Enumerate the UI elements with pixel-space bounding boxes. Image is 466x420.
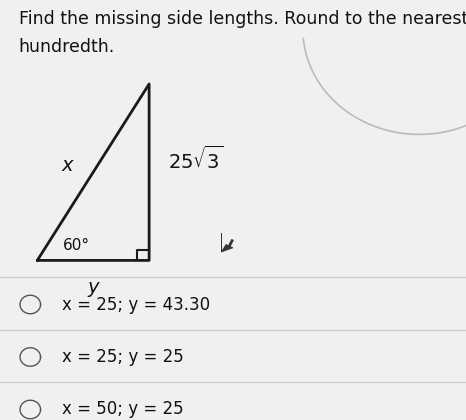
Text: hundredth.: hundredth. — [19, 38, 115, 56]
Text: y: y — [88, 278, 99, 297]
Text: x = 50; y = 25: x = 50; y = 25 — [62, 401, 183, 418]
Text: x = 25; y = 25: x = 25; y = 25 — [62, 348, 183, 366]
Text: x = 25; y = 43.30: x = 25; y = 43.30 — [62, 296, 210, 313]
Text: x: x — [62, 156, 73, 176]
Text: 60°: 60° — [63, 238, 90, 253]
Text: Find the missing side lengths. Round to the nearest: Find the missing side lengths. Round to … — [19, 10, 466, 29]
Polygon shape — [221, 233, 233, 252]
Text: 25$\sqrt{3}$: 25$\sqrt{3}$ — [168, 146, 223, 173]
